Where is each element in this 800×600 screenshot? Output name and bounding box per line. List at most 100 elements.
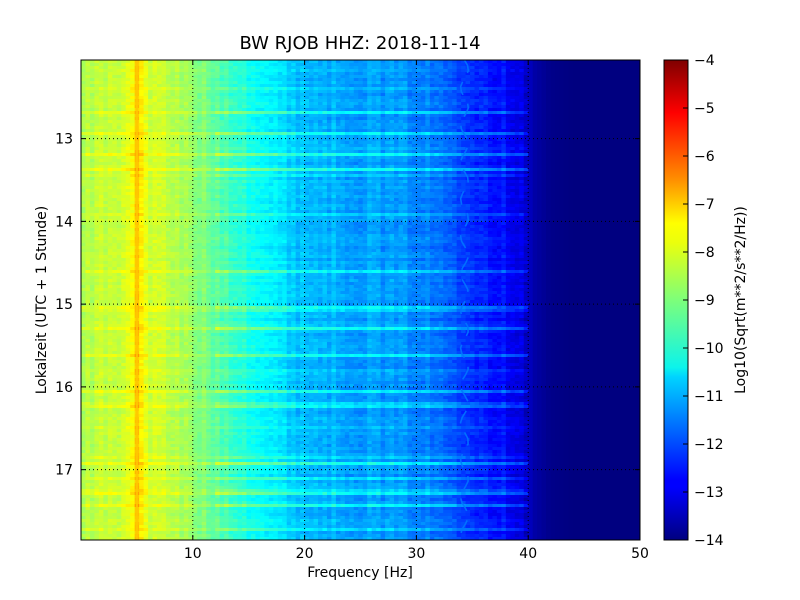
spectrogram-cell (577, 123, 583, 127)
spectrogram-cell (385, 129, 391, 133)
spectrogram-cell (429, 162, 435, 166)
spectrogram-cell (246, 96, 252, 100)
spectrogram-cell (192, 66, 198, 70)
spectrogram-cell (443, 159, 449, 163)
spectrogram-cell (286, 138, 292, 142)
spectrogram-cell (519, 132, 525, 136)
spectrogram-cell (143, 123, 149, 127)
spectrogram-cell (452, 66, 458, 70)
spectrogram-cell (201, 135, 207, 139)
spectrogram-cell (394, 147, 400, 151)
spectrogram-cell (309, 102, 315, 106)
spectrogram-cell (268, 81, 274, 85)
spectrogram-cell (197, 174, 203, 178)
spectrogram-cell (608, 150, 614, 154)
spectrogram-cell (192, 93, 198, 97)
spectrogram-cell (523, 153, 529, 157)
spectrogram-cell (546, 87, 552, 91)
spectrogram-cell (304, 84, 310, 88)
spectrogram-cell (420, 81, 426, 85)
spectrogram-cell (246, 126, 252, 130)
spectrogram-cell (501, 114, 507, 118)
spectrogram-cell (215, 90, 221, 94)
spectrogram-cell (89, 108, 96, 112)
spectrogram-cell (541, 108, 547, 112)
spectrogram-cell (389, 132, 395, 136)
spectrogram-cell (510, 129, 516, 133)
spectrogram-cell (94, 168, 100, 172)
spectrogram-cell (98, 105, 104, 109)
spectrogram-cell (389, 93, 395, 97)
spectrogram-cell (595, 171, 601, 175)
spectrogram-cell (604, 102, 610, 106)
spectrogram-cell (94, 105, 100, 109)
spectrogram-cell (116, 90, 122, 94)
spectrogram-cell (420, 63, 426, 67)
spectrogram-cell (112, 108, 118, 112)
spectrogram-cell (139, 153, 145, 157)
spectrogram-cell (335, 90, 341, 94)
spectrogram-cell (483, 99, 489, 103)
spectrogram-cell (367, 147, 373, 151)
spectrogram-cell (577, 111, 583, 115)
spectrogram-cell (219, 96, 225, 100)
spectrogram-cell (501, 105, 507, 109)
spectrogram-cell (309, 99, 315, 103)
spectrogram-cell (353, 138, 359, 142)
spectrogram-cell (380, 171, 386, 175)
spectrogram-cell (259, 144, 265, 148)
spectrogram-cell (550, 120, 556, 124)
spectrogram-cell (295, 105, 301, 109)
spectrogram-cell (152, 111, 158, 115)
spectrogram-cell (241, 78, 248, 82)
spectrogram-cell (380, 87, 386, 91)
spectrogram-cell (241, 174, 248, 178)
spectrogram-cell (228, 117, 234, 121)
spectrogram-cell (344, 117, 350, 121)
spectrogram-cell (376, 72, 382, 76)
spectrogram-cell (617, 87, 623, 91)
spectrogram-cell (487, 129, 494, 133)
spectrogram-cell (563, 111, 570, 115)
spectrogram-cell (443, 135, 449, 139)
spectrogram-cell (331, 123, 337, 127)
spectrogram-cell (259, 63, 265, 67)
spectrogram-cell (532, 87, 538, 91)
spectrogram-cell (528, 156, 534, 160)
spectrogram-cell (626, 69, 632, 73)
spectrogram-cell (192, 132, 198, 136)
spectrogram-cell (425, 141, 431, 145)
spectrogram-cell (116, 111, 122, 115)
spectrogram-cell (622, 75, 628, 79)
spectrogram-cell (416, 90, 422, 94)
spectrogram-cell (559, 87, 565, 91)
spectrogram-cell (461, 75, 467, 79)
spectrogram-cell (143, 114, 149, 118)
spectrogram-cell (537, 105, 543, 109)
spectrogram-cell (148, 168, 154, 172)
spectrogram-cell (367, 105, 373, 109)
spectrogram-cell (398, 102, 404, 106)
spectrogram-cell (246, 153, 252, 157)
spectrogram-cell (456, 102, 462, 106)
spectrogram-cell (250, 120, 257, 124)
spectrogram-cell (215, 69, 221, 73)
spectrogram-cell (121, 171, 127, 175)
spectrogram-cell (595, 99, 601, 103)
spectrogram-cell (161, 99, 167, 103)
spectrogram-cell (112, 111, 118, 115)
spectrogram-cell (318, 165, 324, 169)
spectrogram-cell (461, 147, 467, 151)
spectrogram-cell (192, 150, 198, 154)
spectrogram-cell (103, 111, 109, 115)
spectrogram-cell (282, 150, 288, 154)
spectrogram-cell (107, 123, 113, 127)
spectrogram-cell (595, 72, 601, 76)
spectrogram-cell (273, 63, 279, 67)
spectrogram-cell (510, 147, 516, 151)
spectrogram-cell (116, 117, 122, 121)
spectrogram-cell (331, 135, 337, 139)
spectrogram-cell (349, 60, 355, 64)
spectrogram-cell (443, 168, 449, 172)
spectrogram-cell (309, 153, 315, 157)
